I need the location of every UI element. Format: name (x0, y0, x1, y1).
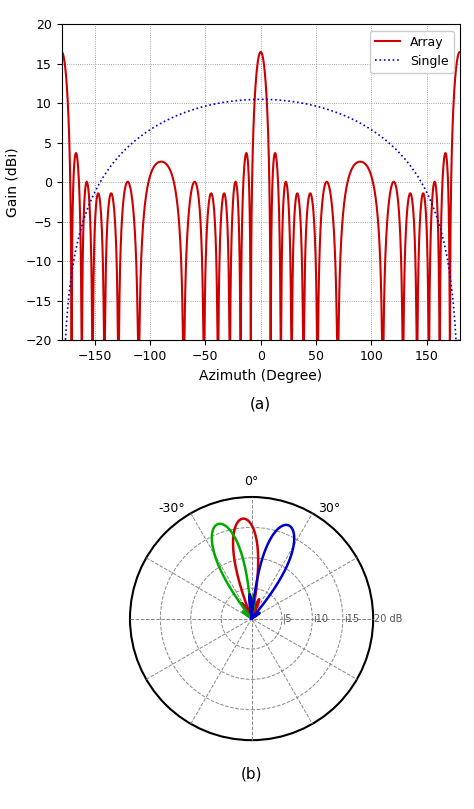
Text: 0°: 0° (245, 476, 259, 489)
Array (427, 311, 432, 321)
Single (266, 95, 272, 104)
Array (457, 47, 463, 57)
Text: |5: |5 (283, 613, 292, 624)
Single (350, 115, 356, 125)
Single (59, 336, 64, 345)
X-axis label: Azimuth (Degree): Azimuth (Degree) (199, 369, 322, 383)
Array (350, 162, 356, 172)
Text: (b): (b) (241, 767, 262, 782)
Text: 20 dB: 20 dB (374, 613, 403, 624)
Array (190, 180, 195, 190)
Single (427, 193, 432, 203)
Array (59, 47, 64, 57)
Array (315, 333, 321, 343)
Line: Single: Single (62, 100, 460, 341)
Array (266, 142, 272, 152)
Single (60, 336, 65, 345)
Text: (a): (a) (250, 396, 271, 411)
Text: 30°: 30° (319, 502, 341, 515)
Text: i15: i15 (344, 613, 359, 624)
Legend: Array, Single: Array, Single (370, 31, 454, 73)
Array (69, 336, 74, 345)
Line: Array: Array (62, 52, 460, 341)
Single (258, 95, 264, 104)
Text: i10: i10 (314, 613, 328, 624)
Single (190, 105, 195, 115)
Array (60, 48, 65, 57)
Text: -30°: -30° (158, 502, 185, 515)
Single (457, 336, 463, 345)
Y-axis label: Gain (dBi): Gain (dBi) (6, 147, 20, 217)
Single (315, 102, 321, 112)
